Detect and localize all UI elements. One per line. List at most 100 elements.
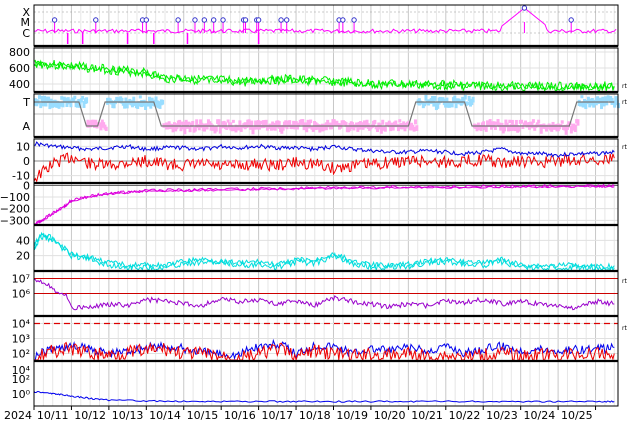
sector-point <box>149 100 153 109</box>
sector-point <box>124 97 128 103</box>
sector-point <box>281 124 285 131</box>
sector-point <box>217 119 221 127</box>
y-tick-label-bottom: 10² <box>12 373 30 386</box>
sector-point <box>273 126 277 131</box>
sector-point <box>488 119 492 127</box>
y-tick-label-dst: −100 <box>0 191 30 204</box>
sector-point <box>348 122 352 131</box>
flare-marker <box>242 17 249 23</box>
sector-point <box>82 100 86 108</box>
sector-point <box>104 126 108 132</box>
sector-point <box>598 97 602 103</box>
sector-point <box>412 126 416 132</box>
sector-point <box>579 101 583 107</box>
sector-point <box>403 126 407 132</box>
flare-marker <box>521 5 528 11</box>
sector-point <box>379 126 383 134</box>
sector-point <box>413 119 417 125</box>
y-tick-label-density: 20 <box>16 250 30 263</box>
sector-point <box>58 101 62 107</box>
sector-point <box>132 96 136 104</box>
sector-point <box>467 95 471 102</box>
sector-point <box>551 121 555 129</box>
sector-point <box>352 125 356 131</box>
sector-point <box>400 126 404 130</box>
proton-density-line-2 <box>33 231 615 271</box>
y-tick-label-bottom: 10⁴ <box>12 364 31 377</box>
sector-point <box>322 124 326 131</box>
sector-point <box>365 119 369 127</box>
sector-point <box>505 122 509 128</box>
sector-point <box>433 95 437 101</box>
tick-label-flare: C <box>22 27 30 40</box>
x-tick-label-date: 10/17 <box>261 409 293 422</box>
flare-xray-line <box>33 7 617 34</box>
sector-point <box>226 119 230 123</box>
sector-point <box>231 119 235 123</box>
sector-point <box>248 126 252 130</box>
sector-point <box>178 119 182 128</box>
sector-point <box>375 125 379 133</box>
x-tick-label-date: 10/19 <box>336 409 368 422</box>
proton-flux-low-line <box>34 341 615 362</box>
sector-point <box>573 124 577 133</box>
flare-marker <box>220 17 226 23</box>
flare-marker <box>210 17 217 23</box>
sector-point <box>558 126 562 130</box>
sector-point <box>191 120 195 126</box>
sector-point <box>493 126 497 131</box>
sector-point <box>296 124 300 130</box>
sector-point <box>179 125 183 132</box>
sector-point <box>60 96 64 100</box>
sector-point <box>259 120 263 125</box>
sector-point <box>251 126 255 135</box>
sector-point <box>269 123 273 131</box>
sector-point <box>79 98 83 103</box>
sector-point <box>195 119 199 128</box>
flare-marker <box>192 17 198 23</box>
sector-point <box>508 119 512 124</box>
x-tick-label-date: 10/24 <box>524 409 556 422</box>
sector-point <box>539 126 543 134</box>
sector-point <box>613 102 617 108</box>
sector-point <box>615 99 619 106</box>
sector-point <box>423 101 427 107</box>
sector-point <box>230 125 234 132</box>
sector-point <box>509 124 513 132</box>
sector-point <box>614 96 618 104</box>
sector-point <box>453 95 457 103</box>
sector-point <box>326 119 330 124</box>
x-tick-label-date: 10/22 <box>449 409 481 422</box>
y-tick-label-imf: -10 <box>12 170 30 183</box>
y-tick-label-dst: −300 <box>0 214 30 227</box>
sector-point <box>489 126 493 130</box>
sector-point <box>415 125 419 131</box>
sector-point <box>197 124 201 131</box>
sector-point <box>112 100 116 109</box>
sector-point <box>284 120 288 127</box>
y-tick-label-electron: 10⁶ <box>12 288 31 301</box>
sector-point <box>581 101 585 108</box>
sector-point <box>94 119 98 125</box>
electron-flux-line <box>33 278 615 311</box>
sector-point <box>301 119 305 126</box>
y-tick-label-imf: 10 <box>16 140 30 153</box>
sector-point <box>617 102 621 109</box>
sector-point <box>336 122 340 127</box>
y-tick-label-speed: 400 <box>9 78 30 91</box>
flare-marker <box>201 17 208 23</box>
sector-point <box>71 97 75 103</box>
right-marker: rt <box>622 278 627 285</box>
sector-line <box>34 101 615 127</box>
proton-density-line <box>33 232 615 272</box>
sector-point <box>61 101 65 108</box>
x-tick-label-year: 2024 <box>4 409 32 422</box>
sector-point <box>238 120 242 126</box>
y-tick-label-proton: 10³ <box>12 333 30 346</box>
x-tick-label-date: 10/21 <box>411 409 443 422</box>
sector-point <box>424 95 428 101</box>
sector-point <box>294 121 298 128</box>
sector-point <box>288 120 292 126</box>
sector-point <box>272 122 276 131</box>
